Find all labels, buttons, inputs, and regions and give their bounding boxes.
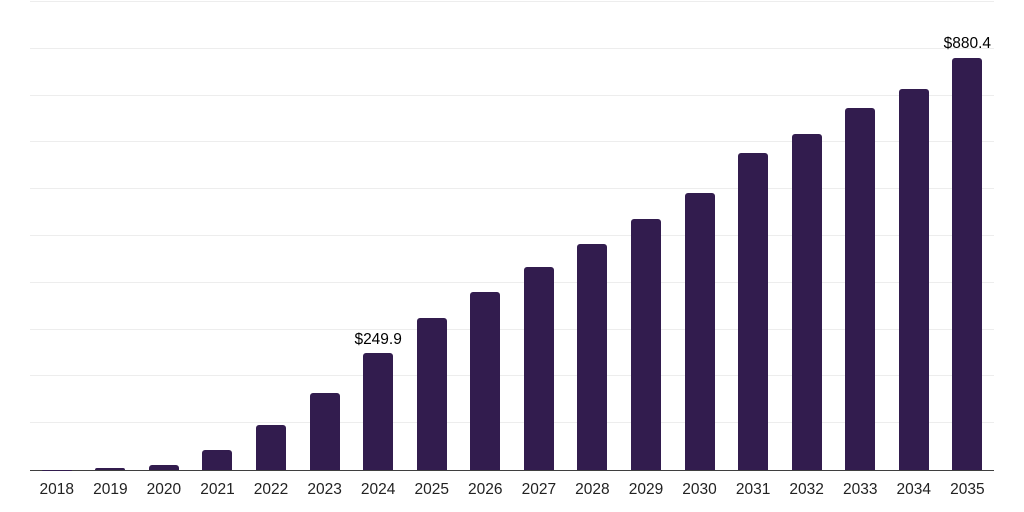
x-tick-label-2020: 2020 bbox=[146, 481, 182, 498]
bar-slot-2019 bbox=[84, 2, 138, 470]
bar-slot-2032 bbox=[780, 2, 834, 470]
x-tick-label-2023: 2023 bbox=[307, 481, 342, 498]
x-tick-label-2035: 2035 bbox=[950, 481, 985, 498]
bars-layer: $249.9 $880.4 bbox=[30, 2, 994, 470]
bar-2024[interactable] bbox=[363, 353, 394, 470]
bar-slot-2024: $249.9 bbox=[351, 2, 405, 470]
bar-2032[interactable] bbox=[791, 133, 822, 470]
bar-2020[interactable] bbox=[148, 464, 179, 470]
bar-2023[interactable] bbox=[309, 393, 340, 470]
bar-2027[interactable] bbox=[523, 266, 554, 470]
gridline bbox=[30, 375, 994, 377]
bar-slot-2034 bbox=[887, 2, 941, 470]
gridline bbox=[30, 235, 994, 236]
bar-2031[interactable] bbox=[738, 153, 769, 470]
gridline bbox=[30, 188, 994, 190]
bar-slot-2021 bbox=[191, 2, 245, 470]
x-tick-label-2029: 2029 bbox=[628, 481, 664, 498]
plot-area: $249.9 $880.4 bbox=[30, 1, 994, 471]
gridline bbox=[30, 281, 994, 283]
bar-2029[interactable] bbox=[630, 219, 661, 470]
bar-slot-2025 bbox=[405, 2, 459, 470]
bar-slot-2031 bbox=[726, 2, 780, 470]
bar-2025[interactable] bbox=[416, 318, 447, 470]
bar-slot-2022 bbox=[244, 2, 298, 470]
x-tick-label-2026: 2026 bbox=[468, 481, 503, 498]
gridline bbox=[30, 141, 994, 143]
x-tick-label-2022: 2022 bbox=[253, 481, 289, 498]
x-tick-label-2027: 2027 bbox=[521, 481, 557, 498]
bar-slot-2027 bbox=[512, 2, 566, 470]
x-tick-label-2033: 2033 bbox=[842, 481, 878, 498]
bar-slot-2020 bbox=[137, 2, 191, 470]
x-tick-label-2025: 2025 bbox=[414, 481, 449, 498]
x-tick-label-2021: 2021 bbox=[200, 481, 235, 498]
x-tick-label-2019: 2019 bbox=[93, 481, 128, 498]
bar-slot-2026 bbox=[459, 2, 513, 470]
bar-2026[interactable] bbox=[470, 291, 501, 470]
gridline bbox=[30, 47, 994, 49]
bar-2019[interactable] bbox=[95, 468, 126, 470]
x-tick-label-2018: 2018 bbox=[39, 481, 75, 498]
x-tick-label-2034: 2034 bbox=[896, 481, 932, 498]
x-tick-label-2030: 2030 bbox=[682, 481, 717, 498]
bar-2033[interactable] bbox=[845, 107, 876, 470]
bar-2030[interactable] bbox=[684, 193, 715, 470]
bar-slot-2029 bbox=[619, 2, 673, 470]
bar-slot-2023 bbox=[298, 2, 352, 470]
bar-2028[interactable] bbox=[577, 243, 608, 470]
bar-2021[interactable] bbox=[202, 449, 233, 470]
x-tick-label-2032: 2032 bbox=[789, 481, 824, 498]
bar-value-label-2024: $249.9 bbox=[354, 330, 402, 348]
x-axis: 2018 2019 2020 2021 2022 2023 2024 2025 2026 2027… bbox=[30, 481, 994, 499]
bar-2034[interactable] bbox=[898, 88, 929, 470]
bar-slot-2030 bbox=[673, 2, 727, 470]
x-tick-label-2024: 2024 bbox=[360, 481, 396, 498]
gridline bbox=[30, 328, 994, 330]
bar-2022[interactable] bbox=[256, 425, 287, 470]
bar-slot-2028 bbox=[566, 2, 620, 470]
x-tick-label-2031: 2031 bbox=[735, 481, 771, 498]
bar-slot-2035: $880.4 bbox=[941, 2, 995, 470]
bar-slot-2018 bbox=[30, 2, 84, 470]
gridline bbox=[30, 422, 994, 424]
x-tick-label-2028: 2028 bbox=[575, 481, 610, 498]
gridline bbox=[30, 94, 994, 96]
bar-2035[interactable] bbox=[952, 57, 983, 470]
bar-value-label-2035: $880.4 bbox=[943, 35, 992, 53]
gridline bbox=[30, 1, 994, 2]
bar-slot-2033 bbox=[833, 2, 887, 470]
